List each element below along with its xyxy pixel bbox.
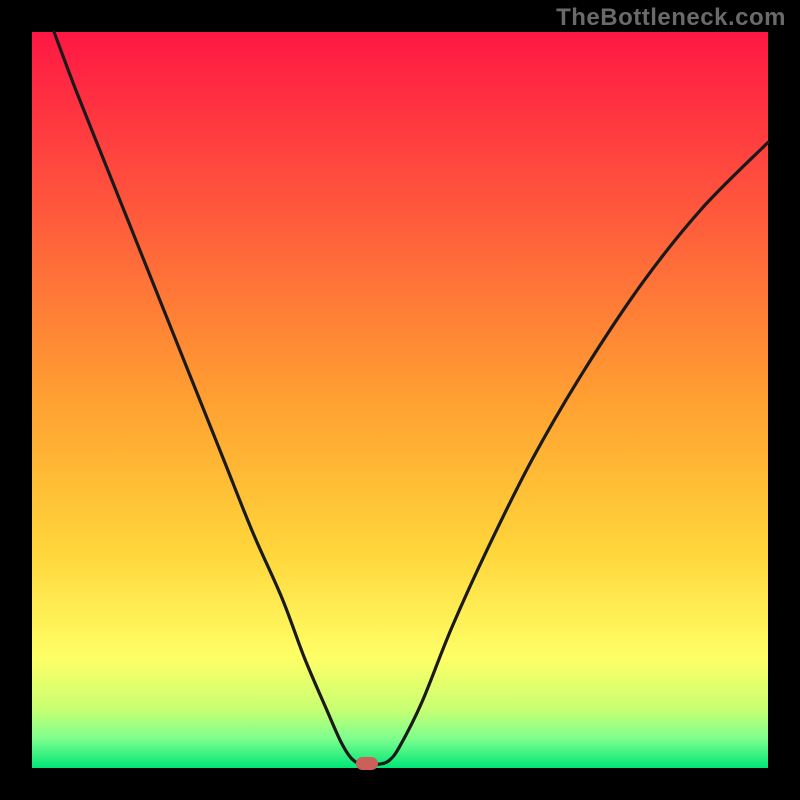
watermark-text: TheBottleneck.com <box>556 4 786 32</box>
optimal-marker <box>356 757 378 770</box>
plot-area <box>32 32 768 768</box>
